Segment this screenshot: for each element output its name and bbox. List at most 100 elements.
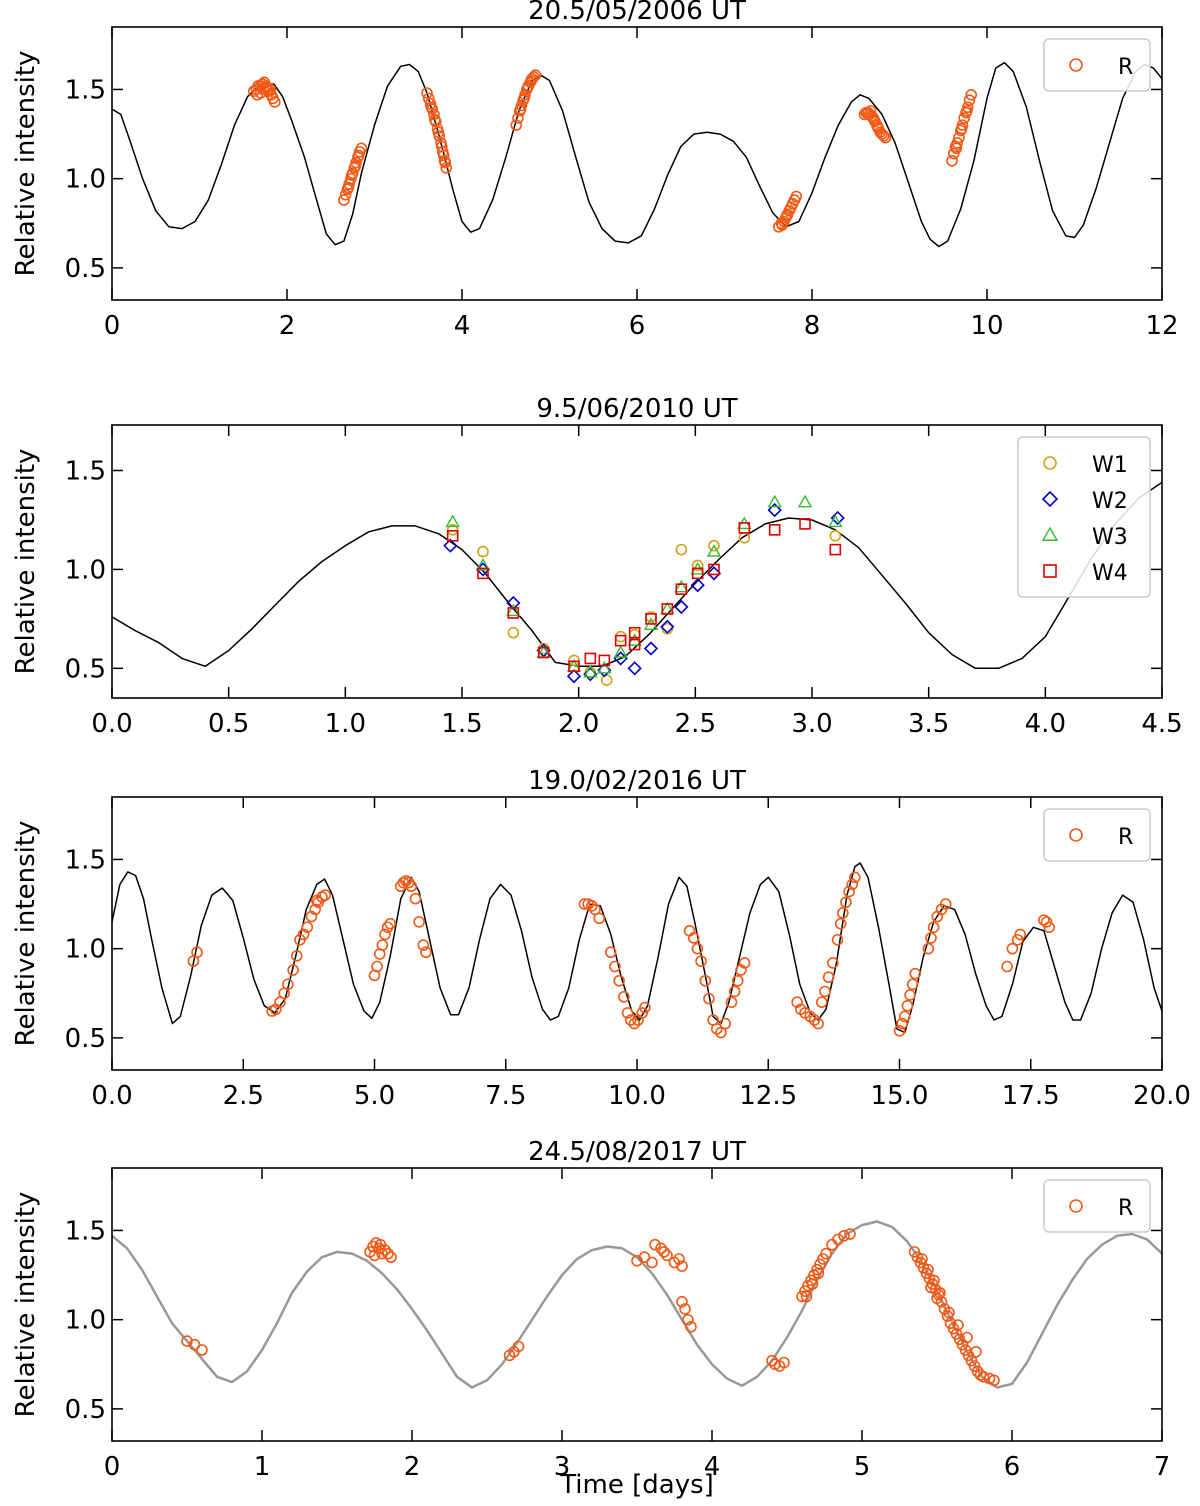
data-point — [947, 147, 960, 160]
series-W2 — [443, 502, 845, 684]
y-tick-label: 0.5 — [65, 654, 106, 684]
data-point — [475, 558, 491, 571]
data-point — [660, 619, 675, 634]
data-point — [385, 1251, 397, 1264]
data-point — [687, 932, 700, 944]
data-point — [355, 142, 368, 155]
data-point — [636, 1007, 649, 1019]
data-point — [828, 514, 843, 528]
data-point — [319, 889, 331, 901]
data-point — [928, 1274, 940, 1287]
y-tick-label: 1.5 — [65, 1216, 106, 1246]
legend-box — [1017, 436, 1151, 598]
data-point — [598, 654, 611, 667]
y-tick-label: 1.0 — [65, 165, 106, 195]
data-point — [477, 545, 489, 558]
data-point — [685, 1321, 697, 1333]
data-point — [512, 1340, 525, 1353]
model-curve — [112, 1220, 1162, 1389]
y-tick-label: 1.5 — [65, 457, 106, 487]
data-point — [437, 149, 450, 162]
x-tick-label: 2 — [404, 1452, 421, 1482]
y-tick-label: 1.0 — [65, 935, 106, 965]
x-tick-label: 3.5 — [908, 709, 949, 739]
data-point — [675, 543, 688, 556]
data-point — [676, 1260, 688, 1272]
data-point — [797, 494, 813, 508]
x-tick-label: 3 — [554, 1452, 571, 1482]
x-tick-label: 15.0 — [871, 1081, 929, 1111]
data-point — [829, 543, 842, 556]
data-point — [952, 1319, 964, 1331]
data-point — [676, 1296, 688, 1308]
x-tick-label: 2.5 — [675, 709, 716, 739]
data-point — [339, 188, 352, 201]
data-point — [931, 1292, 943, 1305]
series-R — [247, 69, 978, 233]
data-point — [950, 142, 963, 155]
legend: R — [1043, 1179, 1151, 1233]
data-point — [349, 160, 362, 172]
x-tick-label: 4 — [704, 1452, 721, 1482]
data-point — [624, 1014, 637, 1026]
series-W4 — [446, 518, 842, 673]
data-point — [776, 219, 789, 231]
data-point — [830, 510, 845, 526]
data-point — [428, 108, 440, 121]
data-point — [379, 928, 391, 941]
data-point — [367, 1240, 379, 1253]
legend: R — [1043, 38, 1151, 92]
data-point — [627, 661, 642, 676]
data-point — [943, 1306, 955, 1319]
data-point — [384, 917, 397, 930]
data-point — [1040, 916, 1053, 928]
x-tick-label: 0.5 — [208, 709, 249, 739]
data-point — [691, 567, 704, 580]
data-point — [352, 149, 365, 162]
data-point — [922, 1263, 934, 1276]
data-point — [614, 634, 627, 647]
x-tick-label: 4.0 — [1025, 709, 1066, 739]
x-tick-label: 0.0 — [91, 709, 132, 739]
data-point — [628, 638, 641, 651]
x-tick-label: 1.5 — [441, 709, 482, 739]
legend-box — [1043, 808, 1151, 862]
data-point — [368, 1249, 381, 1262]
data-point — [600, 674, 613, 686]
data-point — [290, 950, 303, 962]
data-point — [439, 156, 452, 169]
data-point — [906, 978, 919, 991]
data-point — [708, 539, 720, 552]
chart-title: 9.5/06/2010 UT — [536, 394, 737, 424]
data-point — [661, 1249, 673, 1262]
data-point — [963, 94, 976, 106]
data-point — [583, 664, 598, 678]
data-point — [618, 991, 630, 1003]
data-point — [621, 1007, 634, 1019]
data-point — [643, 641, 659, 656]
panel-2010: 9.5/06/2010 UT Relative intensity 0.0 0.5 1.… — [11, 394, 1183, 739]
data-point — [927, 921, 940, 934]
data-point — [510, 119, 523, 131]
plot-frame — [111, 424, 1163, 699]
data-point — [445, 514, 460, 528]
data-point — [675, 583, 688, 595]
data-point — [586, 900, 598, 912]
data-point — [628, 626, 641, 639]
data-point — [409, 892, 422, 905]
data-point — [268, 96, 281, 108]
data-point — [826, 1238, 838, 1251]
data-point — [725, 996, 738, 1008]
legend-box — [1043, 38, 1151, 92]
data-point — [443, 538, 458, 553]
data-point — [706, 566, 722, 581]
data-point — [613, 645, 628, 658]
data-point — [417, 939, 430, 951]
data-point — [780, 210, 793, 222]
y-tick-label: 1.0 — [65, 555, 106, 585]
data-point — [939, 898, 952, 910]
data-point — [909, 967, 922, 980]
x-tick-label: 6 — [629, 311, 646, 341]
data-point — [843, 885, 855, 898]
